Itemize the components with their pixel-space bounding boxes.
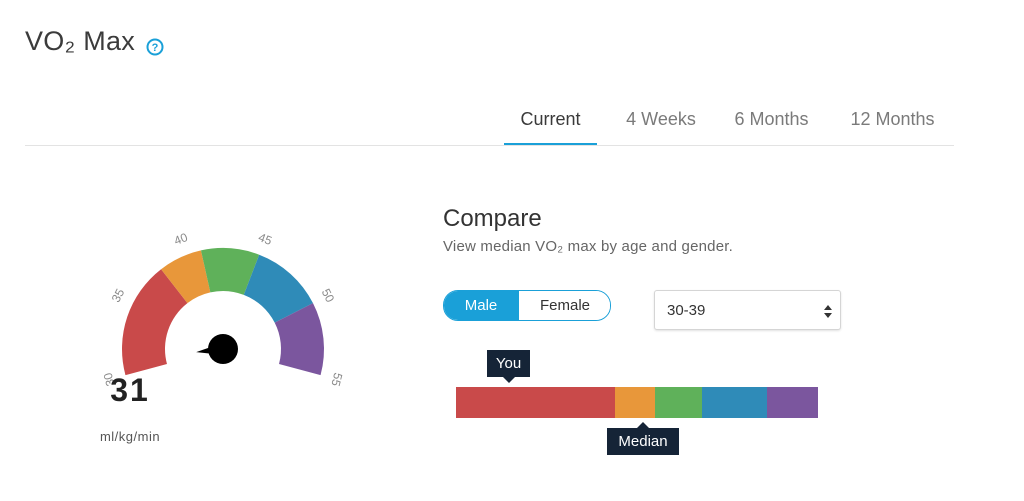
select-arrows-icon: [824, 305, 832, 318]
bar-segment-5: [767, 387, 818, 418]
svg-text:?: ?: [152, 42, 159, 54]
gender-toggle: Male Female: [443, 290, 611, 321]
female-button[interactable]: Female: [518, 291, 610, 320]
gauge-tick-45: 45: [256, 230, 274, 248]
gauge-needle-hub: [208, 334, 238, 364]
gauge-tick-40: 40: [172, 230, 190, 248]
bar-segment-3: [655, 387, 703, 418]
bar-segment-4: [702, 387, 768, 418]
tab-12-months[interactable]: 12 Months: [850, 109, 935, 129]
gauge-tick-35: 35: [109, 286, 128, 305]
gauge-band-2: [161, 250, 211, 304]
median-marker: Median: [607, 422, 679, 455]
age-group-select[interactable]: 30-39: [654, 290, 841, 330]
help-icon[interactable]: ?: [146, 38, 164, 56]
gauge-band-4: [243, 254, 313, 323]
compare-title: Compare: [443, 205, 542, 232]
gauge-band-5: [274, 303, 324, 376]
gauge-unit: ml/kg/min: [99, 429, 161, 444]
period-tabs: Current 4 Weeks 6 Months 12 Months: [0, 0, 1024, 150]
tab-4-weeks[interactable]: 4 Weeks: [626, 109, 696, 129]
gauge-tick-50: 50: [319, 286, 338, 305]
compare-subtitle: View median VO₂ max by age and gender.: [443, 238, 733, 255]
gauge-band-1: [121, 269, 188, 376]
page-title: VO₂ Max: [25, 26, 136, 56]
gauge-needle: [196, 343, 224, 355]
gauge-tick-55: 55: [328, 371, 345, 388]
tab-6-months[interactable]: 6 Months: [734, 109, 809, 129]
comparison-bar: [456, 387, 818, 418]
age-group-value: 30-39: [667, 302, 706, 319]
tab-current[interactable]: Current: [504, 108, 597, 146]
bar-segment-1: [456, 387, 616, 418]
gauge-band-3: [200, 247, 260, 295]
gauge-value: 31: [110, 372, 150, 408]
male-button[interactable]: Male: [444, 291, 518, 320]
you-marker: You: [487, 350, 530, 383]
bar-segment-2: [615, 387, 656, 418]
tabs-divider: [25, 145, 954, 146]
